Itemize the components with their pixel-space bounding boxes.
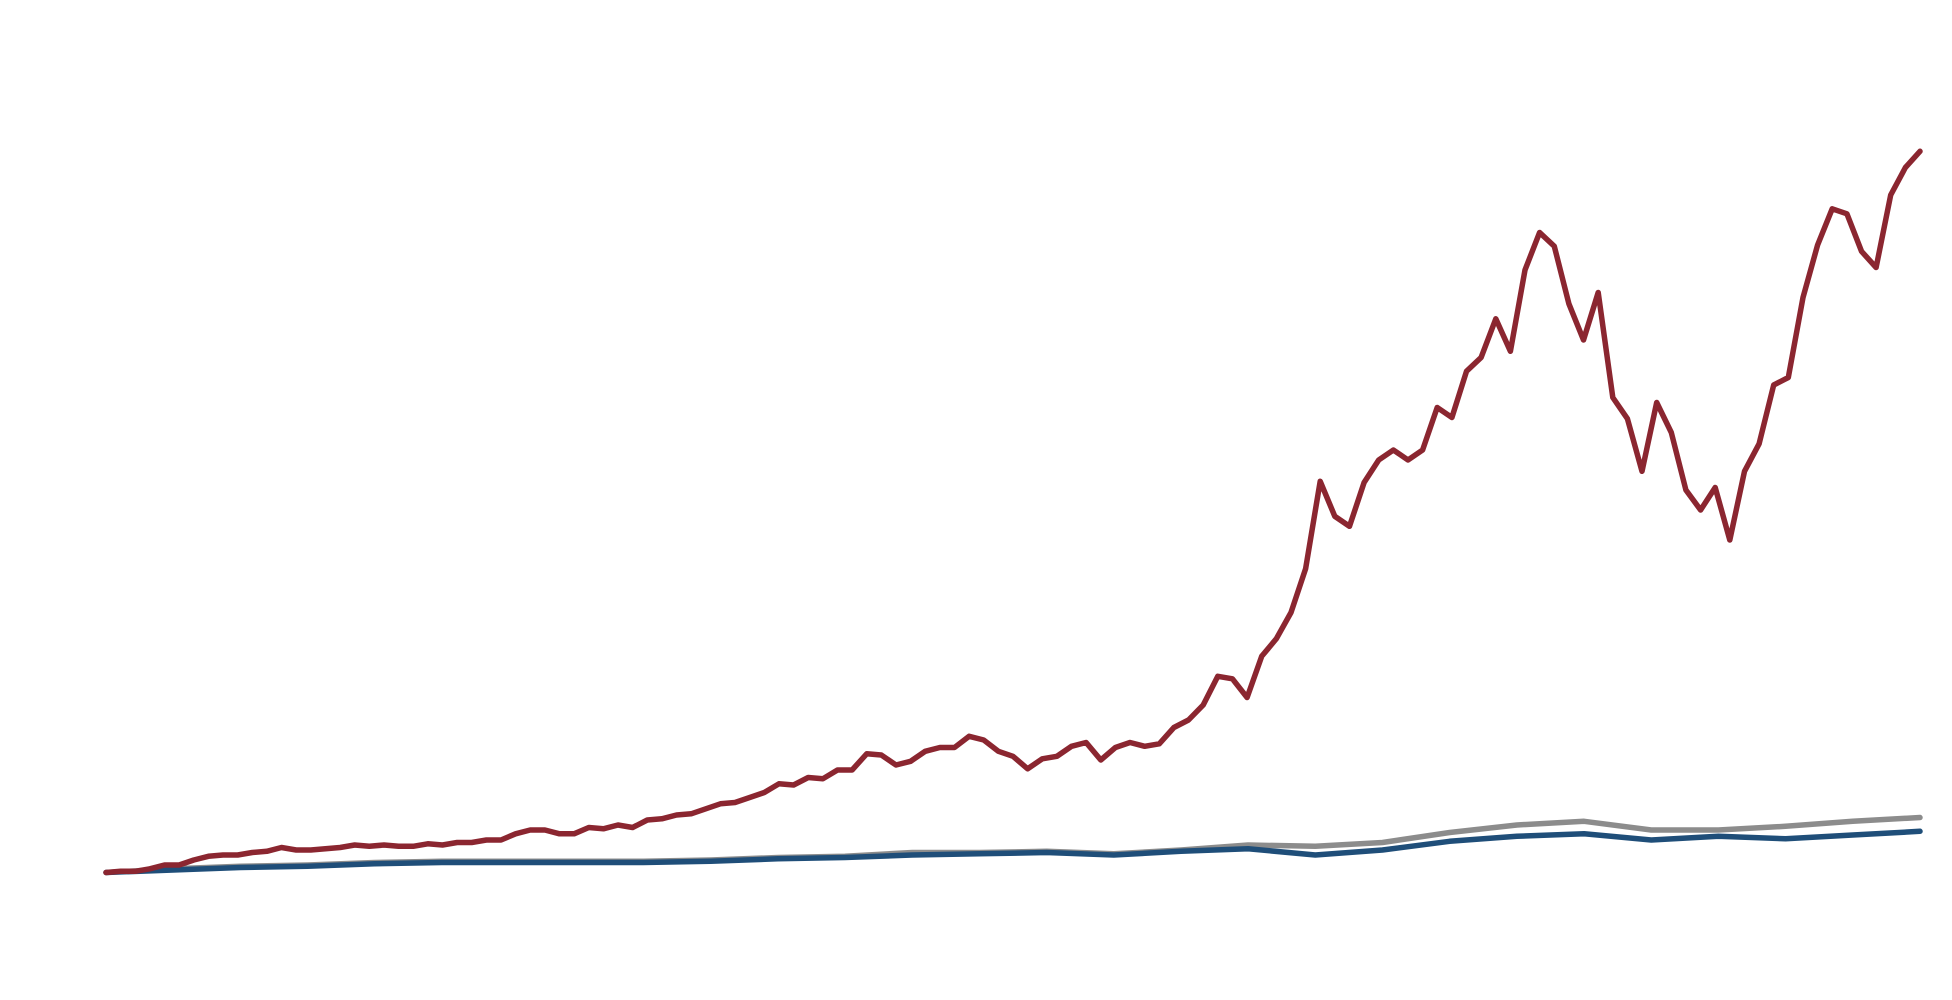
data-line xyxy=(103,828,1923,876)
data-line xyxy=(103,148,1923,876)
